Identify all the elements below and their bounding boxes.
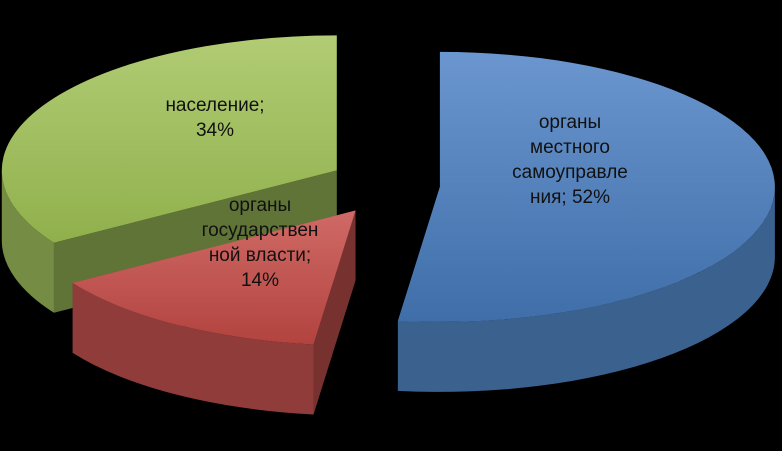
- slice-label-population: население; 34%: [165, 95, 265, 141]
- slice-state-authorities: [72, 210, 356, 415]
- slice-local-government: [397, 51, 775, 392]
- slice-label-state-authorities: органы государствен ной власти; 14%: [201, 195, 319, 291]
- slice-label-local-government: органы местного самоуправле ния; 52%: [512, 112, 628, 208]
